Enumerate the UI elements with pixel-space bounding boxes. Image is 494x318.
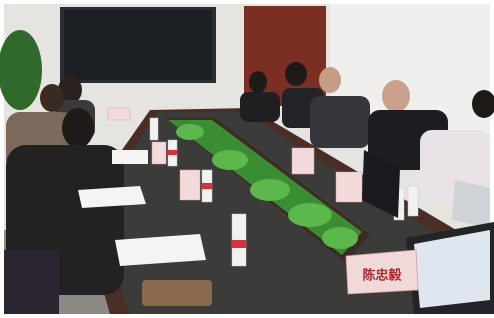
notebook <box>142 280 212 306</box>
name-card-text: 陈忠毅 <box>362 268 402 284</box>
tv-screen <box>64 10 212 80</box>
meeting-photo: 陈忠毅 <box>0 0 494 318</box>
potted-plant <box>0 30 42 110</box>
page: {"name_card": {"text": "陈忠毅"}} <box>0 0 494 318</box>
laptop <box>452 180 490 228</box>
